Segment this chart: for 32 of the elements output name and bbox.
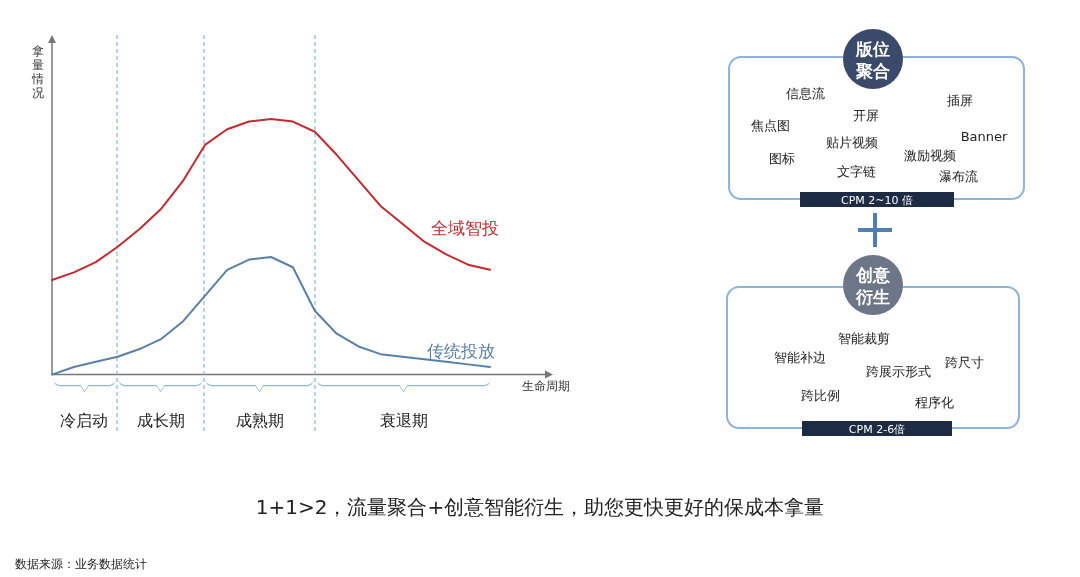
text: 成长期 [137, 411, 185, 430]
text: CPM 2~10 倍 [840, 194, 914, 207]
text: Banner [960, 129, 1008, 144]
series-label: 全域智投 [431, 218, 499, 238]
text: 跨展示形式 [865, 364, 931, 379]
text: 冷启动 [60, 411, 108, 430]
text: 跨尺寸 [944, 355, 984, 370]
text: 成熟期 [236, 411, 284, 430]
text: 信息流 [785, 86, 825, 101]
text: 开屏 [853, 108, 879, 123]
text: 文字链 [836, 164, 876, 179]
text: 创意 [855, 265, 891, 285]
text: 瀑布流 [938, 169, 978, 184]
y-axis-title: 拿量情况 [31, 44, 44, 100]
text: 跨比例 [800, 388, 840, 403]
text: 激励视频 [904, 148, 956, 163]
text: 衍生 [855, 287, 890, 307]
text: CPM 2-6倍 [848, 423, 906, 436]
text: 焦点图 [750, 118, 790, 133]
text: 智能补边 [774, 350, 826, 365]
text: 聚合 [855, 61, 890, 81]
text: 智能裁剪 [838, 331, 890, 346]
text: 1+1>2，流量聚合+创意智能衍生，助您更快更好的保成本拿量 [255, 495, 825, 519]
source-note: 数据来源：业务数据统计 [15, 557, 147, 571]
text: 衰退期 [380, 411, 428, 430]
x-axis-title: 生命周期 [522, 379, 570, 393]
text: 程序化 [914, 395, 954, 410]
text: 贴片视频 [826, 135, 878, 150]
text: 图标 [769, 151, 795, 166]
text: 插屏 [947, 93, 973, 108]
text: 版位 [855, 39, 890, 59]
series-label: 传统投放 [427, 341, 495, 361]
